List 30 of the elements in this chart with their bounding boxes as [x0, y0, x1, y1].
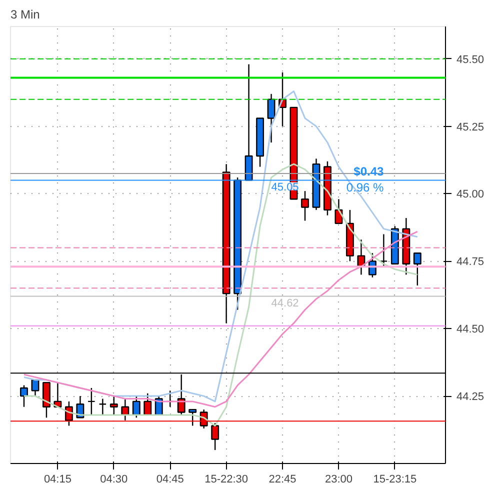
y-tick-label: 44.75 — [456, 256, 484, 268]
candlestick — [144, 392, 152, 416]
candlestick — [380, 234, 388, 268]
x-tick-label: 22:45 — [268, 474, 296, 486]
x-tick-label: 23:00 — [324, 474, 352, 486]
candlestick — [110, 395, 118, 416]
y-tick-label: 44.25 — [456, 391, 484, 404]
y-tick-label: 45.25 — [456, 121, 484, 134]
candlestick — [20, 384, 28, 408]
x-tick-label: 15-22:30 — [204, 474, 248, 486]
candlestick — [267, 93, 276, 144]
x-tick-label: 04:30 — [100, 474, 128, 486]
candlestick — [98, 398, 107, 416]
annotation: 0.96 % — [346, 180, 384, 194]
y-tick-label: 45.50 — [456, 54, 484, 66]
candlestick — [413, 252, 422, 286]
ref-line-label: 45.05 — [271, 181, 299, 194]
chart-title: 3 Min — [10, 8, 40, 22]
annotation: $0.43 — [354, 164, 384, 178]
y-tick-label: 44.50 — [456, 324, 484, 336]
candlestick — [334, 198, 343, 224]
ref-line-label: 44.62 — [271, 297, 299, 310]
candlestick — [132, 395, 140, 418]
x-tick-label: 15-23:15 — [373, 474, 417, 486]
x-tick-label: 04:45 — [156, 474, 184, 486]
x-tick-label: 04:15 — [44, 474, 72, 486]
candlestick — [301, 190, 309, 222]
y-tick-label: 45.00 — [456, 188, 484, 201]
candlestick — [188, 408, 197, 426]
candlestick — [87, 387, 96, 416]
